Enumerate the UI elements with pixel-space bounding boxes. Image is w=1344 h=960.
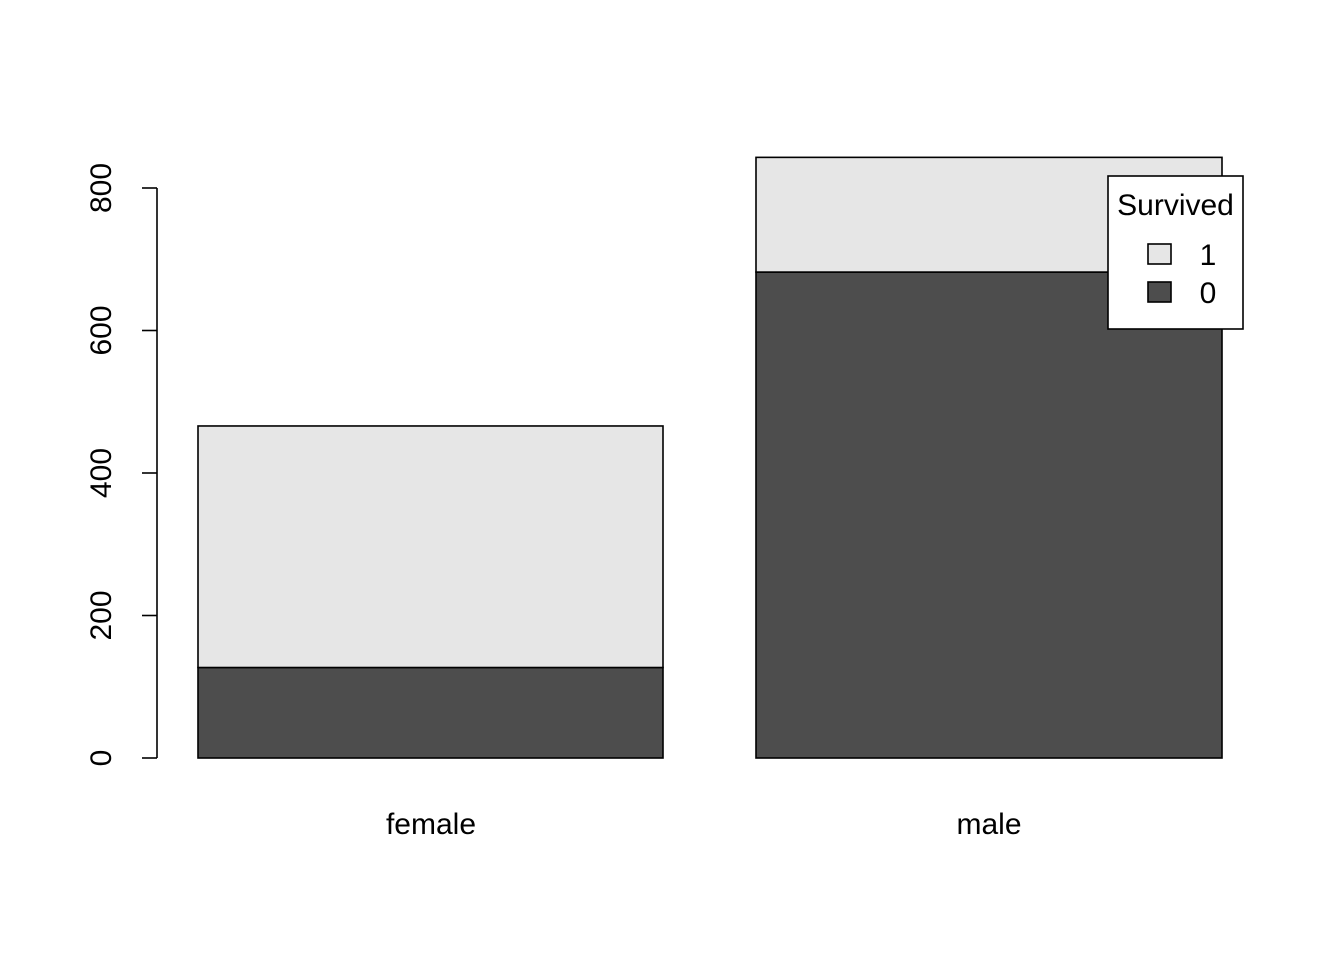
y-tick-label-800: 800 [85, 163, 118, 213]
legend-swatch-0 [1147, 281, 1172, 303]
bar-male-survived-0 [755, 271, 1223, 759]
legend: Survived 10 [1107, 175, 1244, 330]
y-axis: 0 200 400 600 800 [85, 163, 158, 767]
legend-entries: 10 [1147, 239, 1217, 310]
legend-swatch-1 [1147, 243, 1172, 265]
x-axis-labels: female male [386, 808, 1022, 841]
legend-box [1107, 175, 1244, 330]
x-label-female: female [386, 808, 476, 841]
y-tick-label-200: 200 [85, 590, 118, 640]
y-tick-label-600: 600 [85, 305, 118, 355]
bars-group [197, 156, 1223, 759]
legend-label-0: 0 [1200, 277, 1217, 310]
y-tick-label-0: 0 [85, 750, 118, 767]
x-label-male: male [956, 808, 1021, 841]
bar-female-survived-0 [197, 666, 664, 759]
legend-title: Survived [1117, 189, 1234, 222]
bar-female-survived-1 [197, 425, 664, 669]
legend-label-1: 1 [1200, 239, 1217, 272]
y-tick-label-400: 400 [85, 448, 118, 498]
